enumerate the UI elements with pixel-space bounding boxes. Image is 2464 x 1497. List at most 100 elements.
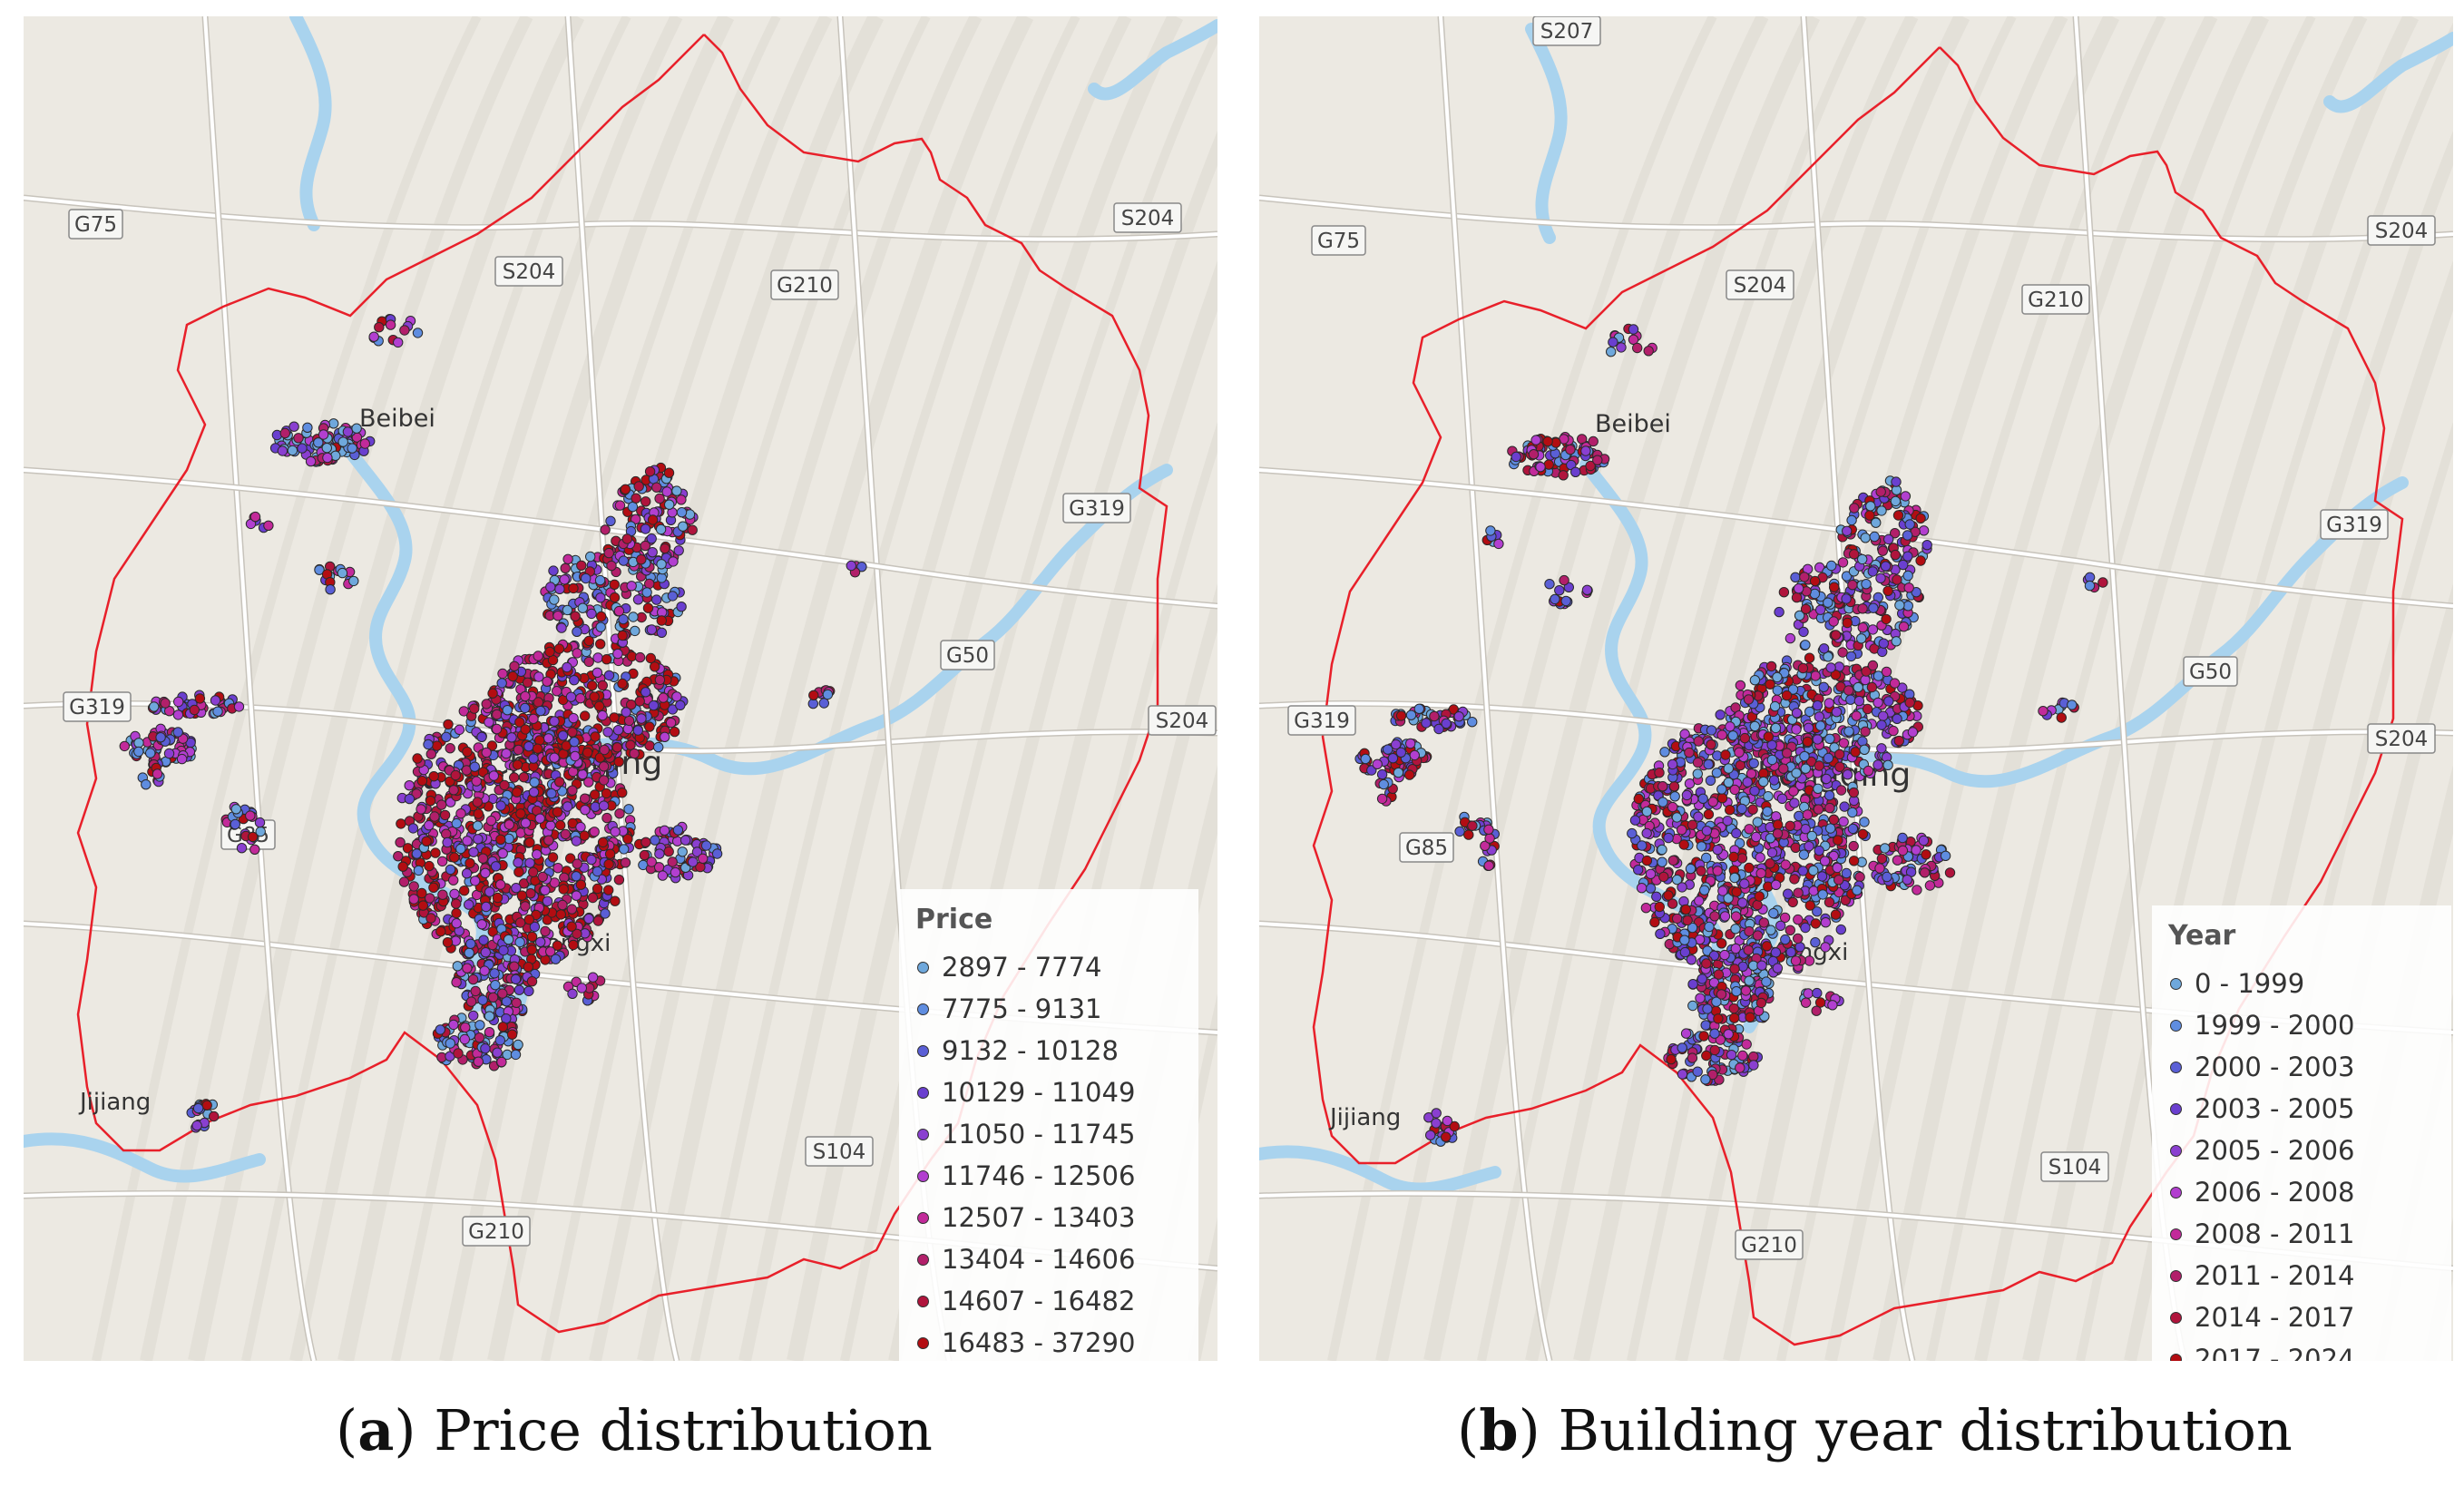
legend-item: 12507 - 13403: [915, 1197, 1182, 1238]
listing-point: [492, 892, 504, 904]
listing-point: [279, 427, 290, 439]
listing-point: [495, 879, 506, 890]
road-shield: S207: [1532, 16, 1601, 46]
listing-point: [546, 788, 557, 799]
listing-point: [1550, 593, 1560, 605]
listing-point: [1493, 538, 1504, 550]
listing-point: [565, 691, 577, 702]
listing-point: [1818, 643, 1830, 654]
listing-point: [462, 963, 473, 974]
listing-point: [1467, 717, 1478, 728]
listing-point: [1852, 885, 1863, 895]
road-shield: G319: [2320, 509, 2389, 540]
listing-point: [1725, 721, 1736, 732]
district-boundary: [1312, 46, 2404, 1346]
listing-point: [1729, 872, 1740, 884]
listing-point: [451, 898, 462, 909]
listing-point: [1483, 824, 1494, 835]
listing-point: [626, 581, 637, 592]
listing-point: [1825, 662, 1836, 673]
listing-point: [547, 852, 559, 863]
legend-swatch: [917, 1169, 929, 1182]
listing-point: [1441, 718, 1452, 729]
listing-point: [511, 883, 522, 894]
listing-point: [580, 793, 591, 804]
listing-point: [651, 594, 662, 605]
listing-point: [314, 564, 325, 575]
listing-point: [552, 940, 563, 951]
listing-point: [452, 961, 463, 972]
listing-point: [461, 868, 473, 879]
listing-point: [510, 974, 522, 985]
listing-point: [1463, 829, 1474, 840]
listing-point: [474, 1020, 485, 1031]
listing-point: [1921, 540, 1932, 551]
listing-point: [678, 521, 689, 532]
listing-point: [808, 690, 819, 700]
listing-point: [1716, 729, 1727, 740]
listing-point: [1813, 783, 1824, 794]
listing-point: [1790, 955, 1802, 966]
listing-point: [1897, 845, 1909, 856]
listing-point: [592, 915, 604, 926]
listing-point: [1698, 1031, 1709, 1042]
listing-point: [1816, 871, 1828, 882]
listing-point: [1867, 566, 1878, 577]
map-canvas-price: G75S204G210S204G319G50G319S204G85S104G21…: [24, 16, 1217, 1361]
listing-point: [149, 701, 160, 712]
listing-point: [395, 837, 406, 848]
listing-point: [1878, 638, 1889, 649]
listing-point: [1892, 574, 1902, 585]
listing-point: [698, 853, 709, 864]
listing-point: [651, 482, 662, 493]
listing-point: [653, 741, 664, 753]
listing-point: [586, 854, 597, 866]
listing-point: [172, 727, 183, 738]
listing-point: [600, 524, 611, 535]
listing-point: [592, 883, 603, 895]
listing-point: [1376, 793, 1388, 805]
listing-point: [628, 612, 639, 622]
listing-point: [1709, 911, 1720, 922]
listing-point: [1875, 486, 1886, 497]
listing-point: [617, 678, 628, 690]
listing-point: [1678, 839, 1689, 850]
listing-point: [455, 843, 466, 855]
listing-point: [474, 1032, 485, 1043]
listing-point: [1737, 1050, 1748, 1062]
listing-point: [1636, 883, 1648, 894]
listing-point: [1772, 671, 1783, 683]
listing-point: [518, 772, 530, 783]
listing-point: [1838, 816, 1849, 827]
road-shield: G50: [2183, 656, 2238, 687]
listing-point: [1779, 912, 1791, 924]
listing-point: [1802, 809, 1814, 820]
listing-point: [496, 1056, 507, 1068]
listing-point: [1659, 747, 1670, 758]
listing-point: [443, 719, 454, 730]
listing-point: [1383, 744, 1393, 755]
listing-point: [1744, 824, 1755, 835]
listing-point: [620, 484, 631, 494]
listing-point: [451, 907, 462, 919]
road-shield: S204: [2367, 723, 2436, 754]
listing-point: [513, 1039, 523, 1051]
listing-point: [1860, 726, 1871, 737]
listing-point: [1818, 681, 1829, 692]
listing-point: [1808, 865, 1819, 876]
listing-point: [630, 625, 640, 637]
listing-point: [1799, 572, 1810, 582]
listing-point: [437, 889, 448, 900]
listing-point: [1712, 844, 1723, 856]
listing-point: [431, 740, 443, 751]
road-shield: S204: [1726, 269, 1794, 300]
listing-point: [501, 996, 513, 1007]
listing-point: [1692, 1066, 1703, 1077]
listing-point: [640, 540, 650, 552]
listing-point: [1404, 769, 1415, 780]
listing-point: [1711, 768, 1723, 778]
listing-point: [1671, 913, 1683, 925]
listing-point: [1842, 617, 1853, 629]
listing-point: [636, 713, 647, 724]
listing-point: [191, 1120, 202, 1131]
